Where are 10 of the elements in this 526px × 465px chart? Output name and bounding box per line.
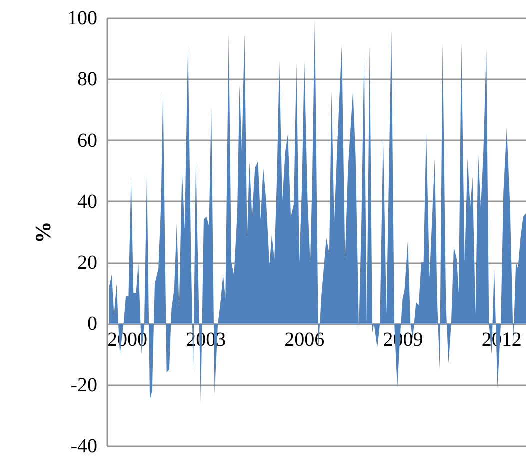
- y-tick-label: 40: [78, 190, 98, 213]
- y-axis-title: %: [30, 222, 56, 244]
- y-tick-label: 20: [78, 252, 98, 274]
- x-tick-label: 2006: [284, 329, 325, 352]
- y-tick-label: -40: [70, 436, 98, 458]
- y-tick-label: 60: [78, 130, 98, 152]
- y-tick-label: 100: [68, 8, 98, 30]
- y-tick-label: 0: [88, 313, 98, 336]
- y-tick-label: -20: [70, 374, 98, 396]
- y-tick-label: 80: [78, 68, 98, 91]
